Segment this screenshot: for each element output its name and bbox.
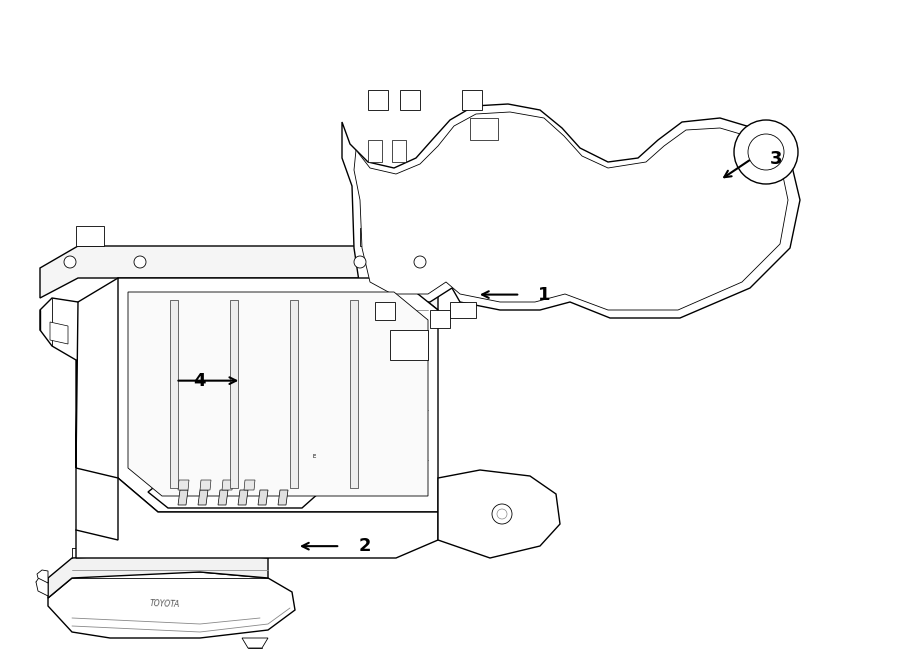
Circle shape <box>748 134 784 170</box>
Polygon shape <box>76 478 438 558</box>
Polygon shape <box>76 226 104 246</box>
Polygon shape <box>290 300 298 488</box>
Polygon shape <box>368 140 382 162</box>
Circle shape <box>414 256 426 268</box>
Polygon shape <box>198 490 208 505</box>
Polygon shape <box>204 418 228 432</box>
Polygon shape <box>170 300 178 488</box>
Polygon shape <box>390 330 428 360</box>
Polygon shape <box>218 490 228 505</box>
Polygon shape <box>350 300 358 488</box>
Polygon shape <box>392 140 406 162</box>
Circle shape <box>734 120 798 184</box>
Circle shape <box>64 256 76 268</box>
Polygon shape <box>36 576 48 596</box>
Polygon shape <box>450 302 476 318</box>
Polygon shape <box>375 302 395 320</box>
Circle shape <box>497 509 507 519</box>
Polygon shape <box>360 228 388 246</box>
Polygon shape <box>222 480 233 490</box>
Polygon shape <box>368 90 388 110</box>
Text: E: E <box>312 453 316 459</box>
Polygon shape <box>50 322 68 344</box>
Polygon shape <box>238 490 248 505</box>
Polygon shape <box>48 572 295 638</box>
Polygon shape <box>342 104 800 318</box>
Polygon shape <box>258 490 268 505</box>
Text: 2: 2 <box>358 537 371 555</box>
Polygon shape <box>76 468 118 540</box>
Circle shape <box>354 256 366 268</box>
Polygon shape <box>118 278 438 512</box>
Polygon shape <box>148 418 320 508</box>
Polygon shape <box>244 480 255 490</box>
Polygon shape <box>276 418 300 432</box>
Polygon shape <box>40 246 438 310</box>
Polygon shape <box>400 90 420 110</box>
Polygon shape <box>37 570 48 583</box>
Polygon shape <box>354 112 788 310</box>
Text: 3: 3 <box>770 150 782 168</box>
Polygon shape <box>168 418 192 432</box>
Polygon shape <box>240 418 264 432</box>
Polygon shape <box>200 480 211 490</box>
Text: TOYOTA: TOYOTA <box>149 599 180 609</box>
Circle shape <box>134 256 146 268</box>
Polygon shape <box>230 300 238 488</box>
Polygon shape <box>470 118 498 140</box>
Polygon shape <box>242 638 268 648</box>
Text: 1: 1 <box>538 285 551 304</box>
Polygon shape <box>148 476 320 508</box>
Polygon shape <box>178 490 188 505</box>
Circle shape <box>492 504 512 524</box>
Polygon shape <box>134 440 148 462</box>
Text: 4: 4 <box>194 371 206 390</box>
Polygon shape <box>48 552 268 598</box>
Polygon shape <box>438 470 560 558</box>
Polygon shape <box>430 310 450 328</box>
Polygon shape <box>278 490 288 505</box>
Polygon shape <box>462 90 482 110</box>
Polygon shape <box>40 298 78 468</box>
Polygon shape <box>308 452 322 460</box>
Polygon shape <box>178 480 189 490</box>
Polygon shape <box>128 292 428 496</box>
